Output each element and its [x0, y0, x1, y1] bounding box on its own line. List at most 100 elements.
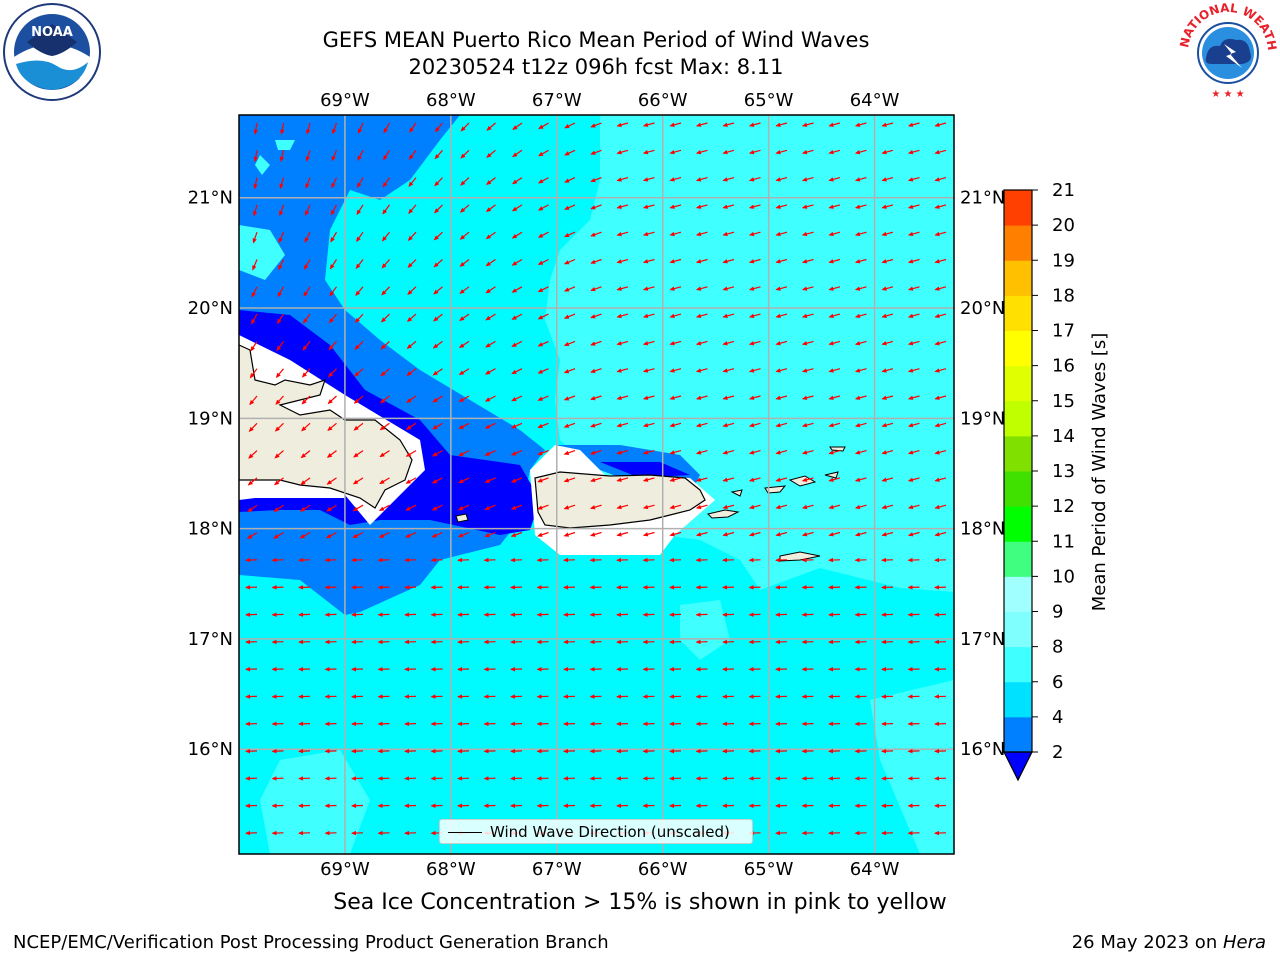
wind-wave-arrow — [669, 748, 682, 754]
wind-wave-arrow — [271, 585, 284, 590]
wind-wave-arrow — [590, 368, 602, 373]
lon-label-top: 65°W — [744, 90, 794, 111]
wind-wave-arrow — [881, 231, 894, 237]
lat-label-left: 21°N — [188, 188, 233, 209]
wind-wave-arrow — [326, 450, 337, 458]
colorbar-tick-label: 21 — [1052, 180, 1075, 201]
wind-wave-arrow — [564, 177, 576, 183]
wind-wave-arrow — [458, 395, 470, 403]
wind-wave-arrow — [252, 204, 258, 217]
wind-wave-arrow — [828, 177, 841, 182]
wind-wave-arrow — [303, 259, 311, 270]
wind-wave-arrow — [355, 286, 364, 297]
wind-wave-arrow — [828, 803, 841, 808]
colorbar-band — [1004, 435, 1032, 472]
wind-wave-arrow — [748, 694, 761, 699]
wind-wave-arrow — [563, 776, 576, 781]
wind-wave-arrow — [669, 340, 682, 346]
wind-wave-arrow — [775, 667, 788, 672]
wind-wave-arrow — [881, 258, 894, 264]
wind-wave-arrow — [485, 286, 496, 294]
wind-wave-arrow — [881, 395, 894, 400]
wind-wave-arrow — [351, 667, 364, 672]
wind-wave-arrow — [271, 612, 284, 617]
wind-wave-arrow — [695, 776, 708, 781]
wind-wave-arrow — [589, 803, 602, 808]
wind-wave-arrow — [907, 504, 920, 510]
wind-wave-arrow — [748, 531, 761, 537]
wind-wave-arrow — [642, 340, 655, 346]
wind-wave-arrow — [695, 531, 708, 537]
colorbar-tick-label: 19 — [1052, 250, 1075, 271]
wind-wave-arrow — [854, 340, 867, 346]
wind-wave-arrow — [934, 667, 947, 672]
colorbar-label: Mean Period of Wind Waves [s] — [1089, 333, 1110, 612]
wind-wave-arrow — [934, 477, 947, 482]
wind-wave-arrow — [331, 150, 338, 162]
wind-wave-arrow — [722, 450, 735, 455]
wind-wave-arrow — [934, 748, 947, 754]
wind-wave-arrow — [828, 531, 841, 537]
wind-wave-arrow — [430, 694, 443, 699]
wind-wave-arrow — [881, 204, 894, 209]
lat-label-right: 17°N — [960, 629, 1005, 650]
wind-wave-arrow — [483, 694, 496, 699]
wind-wave-arrow — [801, 122, 814, 127]
wind-wave-arrow — [854, 694, 867, 699]
wind-wave-arrow — [748, 422, 761, 428]
wind-wave-arrow — [564, 122, 576, 129]
wind-wave-arrow — [854, 667, 867, 672]
wind-wave-arrow — [355, 259, 364, 270]
wind-wave-arrow — [934, 286, 947, 291]
lon-label-top: 68°W — [426, 90, 476, 111]
wind-wave-arrow — [616, 204, 629, 209]
wind-wave-arrow — [563, 748, 576, 754]
wind-wave-arrow — [457, 776, 470, 781]
wind-wave-arrow — [854, 231, 867, 237]
wind-wave-arrow — [460, 122, 470, 132]
wind-wave-arrow — [616, 721, 629, 727]
wind-wave-arrow — [642, 477, 655, 482]
wind-wave-arrow — [404, 694, 417, 699]
wind-wave-arrow — [695, 557, 708, 563]
wind-wave-arrow — [881, 368, 894, 373]
colorbar-band — [1004, 365, 1032, 402]
wind-wave-arrow — [775, 721, 788, 727]
wind-wave-arrow — [695, 639, 708, 645]
wind-wave-arrow — [801, 612, 814, 617]
wind-wave-arrow — [379, 395, 390, 404]
wind-wave-arrow — [775, 803, 788, 808]
land-vieques — [707, 509, 740, 519]
wind-wave-arrow — [881, 585, 894, 590]
wind-wave-arrow — [590, 286, 602, 292]
noaa-logo: NOAA — [3, 3, 101, 101]
wind-wave-arrow — [563, 286, 576, 292]
colorbar-tick-label: 4 — [1052, 707, 1063, 728]
wind-wave-arrow — [271, 557, 284, 563]
lat-label-right: 16°N — [960, 739, 1005, 760]
wind-wave-arrow — [775, 612, 788, 617]
wind-wave-arrow — [351, 612, 364, 617]
wind-wave-arrow — [432, 450, 443, 457]
wind-wave-arrow — [354, 313, 364, 323]
wind-wave-arrow — [511, 313, 523, 320]
wind-wave-arrow — [616, 340, 629, 346]
wind-wave-arrow — [881, 776, 894, 781]
wind-wave-arrow — [434, 177, 443, 187]
wind-wave-arrow — [854, 585, 867, 590]
wind-wave-arrow — [458, 477, 470, 484]
wind-wave-arrow — [854, 776, 867, 781]
wind-wave-arrow — [304, 231, 311, 243]
wind-wave-arrow — [351, 639, 364, 645]
wind-wave-arrow — [278, 231, 285, 244]
wind-wave-arrow — [722, 422, 735, 428]
wind-wave-arrow — [695, 585, 708, 590]
wind-wave-arrow — [801, 748, 814, 754]
wind-wave-arrow — [775, 313, 788, 319]
wind-wave-arrow — [669, 368, 682, 373]
wind-wave-arrow — [589, 694, 602, 699]
wind-wave-arrow — [695, 612, 708, 617]
wind-wave-arrow — [934, 504, 947, 510]
wind-wave-arrow — [279, 204, 285, 217]
wind-wave-arrow — [563, 585, 576, 590]
